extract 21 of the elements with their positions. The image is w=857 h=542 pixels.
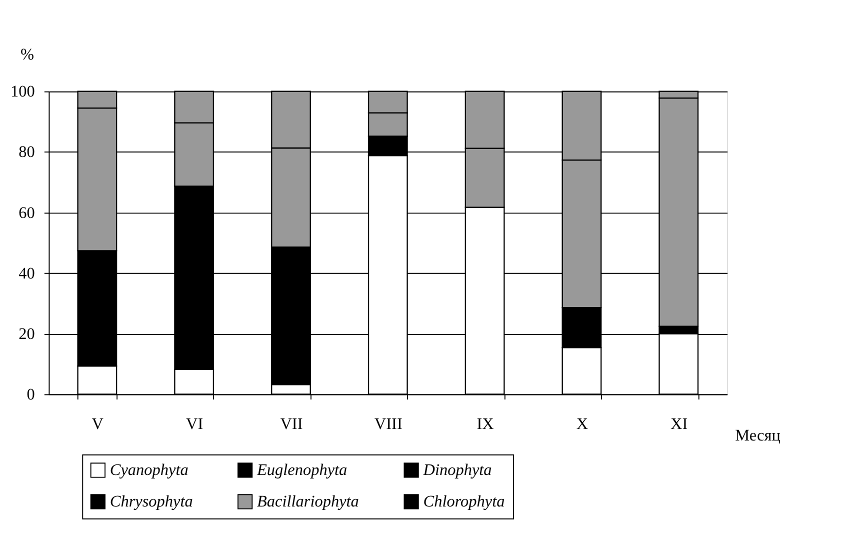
x-tick-label: V: [92, 415, 104, 434]
legend-label: Dinophyta: [422, 460, 492, 479]
legend-label: Cyanophyta: [110, 460, 188, 479]
y-tick-label: 40: [18, 264, 35, 282]
y-axis-title: %: [20, 45, 34, 64]
x-tick-label: VIII: [374, 415, 402, 434]
x-tick-label: VII: [280, 415, 303, 434]
x-tick-label: VI: [186, 415, 204, 434]
x-tick-label: IX: [476, 415, 494, 434]
legend-label: Euglenophyta: [256, 460, 348, 479]
y-tick-label: 0: [26, 385, 35, 404]
legend-label: Chrysophyta: [110, 492, 193, 510]
y-tick-label: 100: [10, 82, 35, 101]
y-tick-label: 20: [18, 324, 35, 343]
legend-label: Chlorophyta: [423, 492, 505, 510]
y-tick-label: 80: [18, 143, 35, 162]
y-tick-label: 60: [18, 204, 35, 222]
x-tick-label: XI: [670, 415, 688, 434]
x-tick-label: X: [576, 415, 588, 434]
legend-label: Bacillariophyta: [257, 492, 359, 510]
x-axis-title: Месяц: [735, 426, 781, 445]
